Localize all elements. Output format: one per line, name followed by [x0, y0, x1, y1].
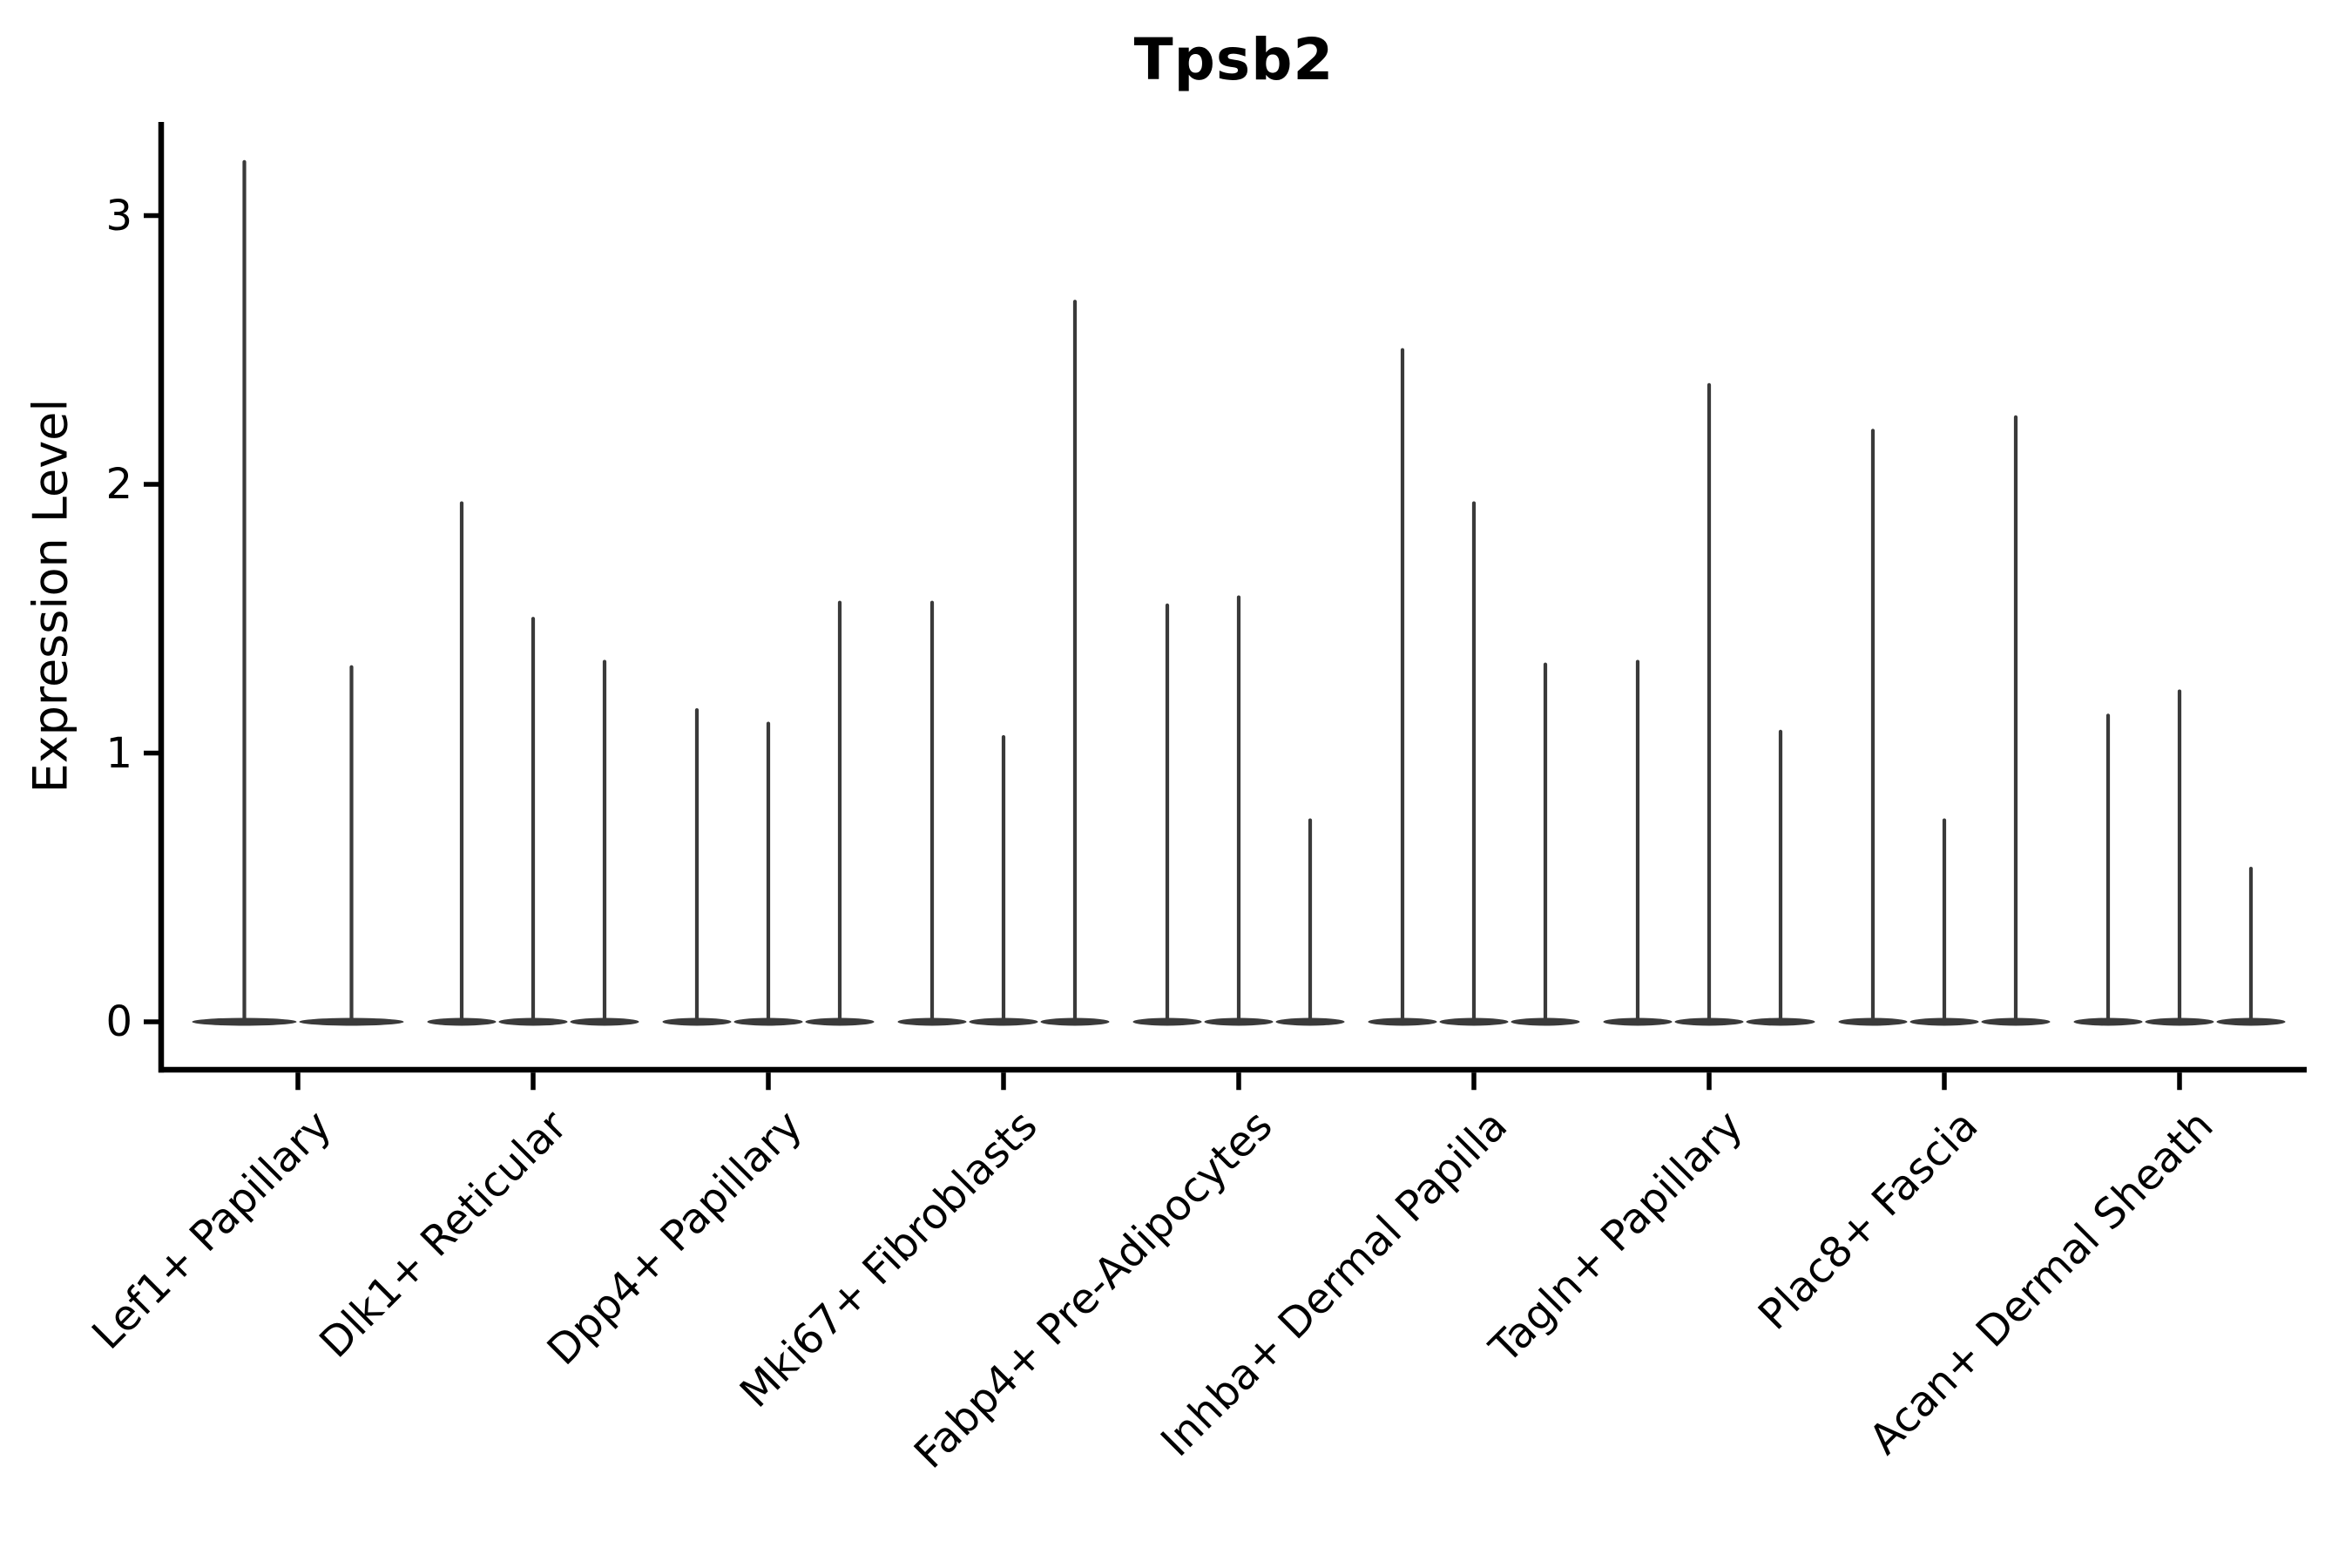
y-tick-label: 0	[105, 997, 132, 1046]
y-tick-label: 2	[105, 460, 132, 509]
y-tick-label: 1	[105, 728, 132, 778]
chart-title: Tpsb2	[1133, 26, 1335, 93]
y-tick-label: 3	[105, 191, 132, 240]
